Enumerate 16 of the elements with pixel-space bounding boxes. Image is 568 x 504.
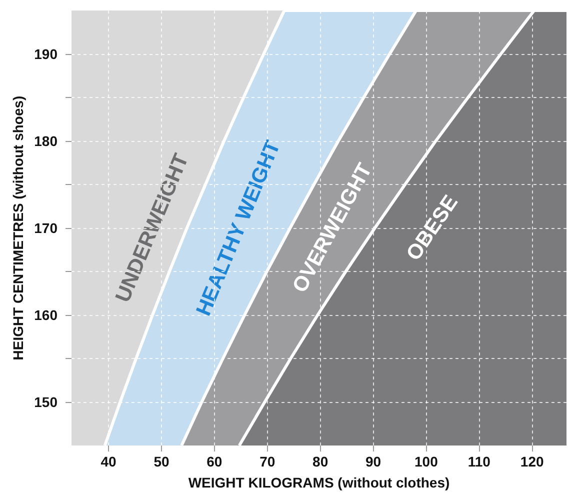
x-tick-label: 80 xyxy=(312,454,328,470)
x-tick-label: 90 xyxy=(365,454,382,470)
y-axis-title: HEIGHT CENTIMETRES (without shoes) xyxy=(10,96,26,360)
y-tick-label: 190 xyxy=(34,46,58,62)
y-tick-label: 180 xyxy=(34,133,58,149)
x-tick-label: 70 xyxy=(260,454,276,470)
x-tick-label: 110 xyxy=(468,454,491,470)
x-tick-label: 100 xyxy=(414,454,438,470)
x-tick-label: 50 xyxy=(154,454,170,470)
x-tick-label: 40 xyxy=(100,454,117,470)
y-tick-label: 150 xyxy=(34,394,58,410)
x-tick-label: 60 xyxy=(206,454,222,470)
x-tick-label: 120 xyxy=(520,454,544,470)
x-axis-title: WEIGHT KILOGRAMS (without clothes) xyxy=(188,474,450,490)
y-tick-label: 170 xyxy=(34,220,58,236)
y-tick-label: 160 xyxy=(34,307,58,323)
